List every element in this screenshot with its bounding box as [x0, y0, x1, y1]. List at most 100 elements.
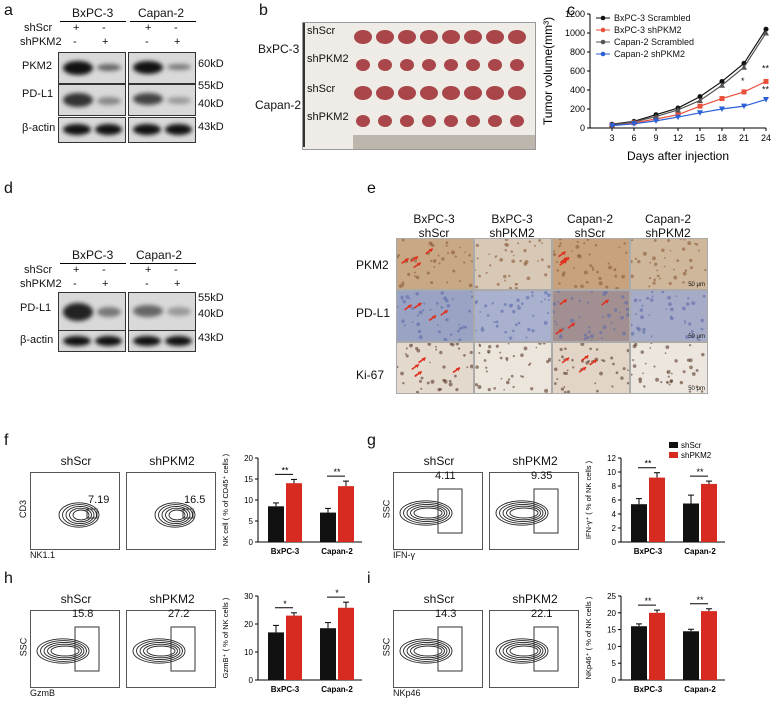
a-kd-55: 55kD [198, 80, 224, 92]
e-arrowhead [432, 315, 437, 319]
e-cell [415, 390, 420, 393]
bar-sig: * [335, 588, 339, 598]
e-ihc-texture [631, 291, 706, 341]
e-cell [664, 257, 666, 259]
e-cell [637, 259, 641, 264]
e-cell [665, 308, 668, 311]
e-ihc-texture [475, 343, 551, 393]
flow-x-axis-label: NKp46 [393, 688, 421, 698]
e-cell [679, 239, 682, 241]
bar-y-tick-label: 25 [607, 592, 616, 601]
c-y-tick-label: 400 [570, 85, 585, 95]
e-cell [695, 385, 699, 389]
c-point [609, 123, 615, 129]
e-cell [648, 285, 651, 288]
e-cell [445, 244, 448, 247]
e-cell [671, 372, 673, 375]
e-cell [622, 331, 626, 336]
e-ihc-image [552, 342, 630, 394]
e-cell [443, 337, 448, 341]
e-cell [451, 343, 455, 347]
e-cell [540, 300, 543, 303]
e-cell [667, 375, 670, 378]
e-cell [505, 243, 509, 247]
e-cell [487, 388, 491, 392]
e-cell [547, 357, 551, 362]
e-cell [695, 369, 699, 372]
a-sign: - [102, 22, 106, 34]
flow-plot [489, 610, 579, 688]
bar-category-label: BxPC-3 [271, 547, 300, 556]
e-cell [416, 348, 421, 353]
e-scale-bar: 50 μm [688, 386, 705, 392]
e-cell [596, 389, 599, 393]
e-cell [556, 261, 558, 264]
e-cell [416, 314, 420, 317]
panel-b-letter: b [259, 2, 268, 19]
e-cell [676, 259, 680, 262]
e-cell [611, 385, 614, 388]
flow-condition-label: shPKM2 [149, 454, 195, 468]
e-cell [626, 382, 629, 385]
c-x-label: Days after injection [627, 149, 729, 163]
bar-y-tick-label: 5 [612, 659, 617, 668]
flow-condition-label: shPKM2 [149, 592, 195, 606]
e-arrowhead [562, 260, 567, 264]
c-sig: * [741, 76, 745, 86]
e-cell [458, 323, 460, 326]
flow-contour-ring [36, 638, 90, 664]
e-cell [511, 309, 516, 314]
e-ihc-texture [553, 239, 628, 289]
e-cell [517, 304, 520, 307]
flow-condition-label: shPKM2 [512, 454, 558, 468]
a-sign: + [73, 22, 80, 34]
a-sign: + [174, 36, 181, 48]
bar-y-tick-label: 5 [249, 517, 254, 526]
bar-y-tick-label: 12 [607, 454, 616, 463]
e-cell [675, 295, 678, 298]
d-blot-pdl1-capan2 [128, 292, 196, 332]
e-cell [434, 345, 437, 348]
e-cell [445, 241, 449, 245]
d-blot-label-actin: β-actin [20, 334, 54, 346]
e-cell [651, 291, 654, 294]
a-sign: - [174, 22, 178, 34]
bar [683, 631, 699, 680]
e-cell [553, 367, 558, 372]
e-cell [448, 379, 452, 383]
e-cell [587, 330, 591, 334]
e-cell [411, 321, 414, 323]
c-point [763, 26, 769, 32]
e-cell [525, 295, 530, 300]
flow-gate-value: 7.19 [88, 494, 110, 506]
e-cell [566, 390, 571, 393]
e-cell [430, 379, 435, 384]
e-cell [646, 296, 650, 300]
e-cell [429, 308, 432, 311]
e-col-4: Capan-2 shPKM2 [644, 212, 692, 240]
flow-contour-ring [413, 507, 443, 519]
e-cell [559, 333, 562, 336]
e-cell [618, 246, 621, 249]
e-cell [509, 336, 513, 340]
e-ihc-texture [397, 291, 473, 341]
e-cell [477, 385, 482, 389]
flow-plot [30, 610, 120, 688]
panel-d-letter: d [4, 180, 13, 197]
flow-gate-value: 27.2 [168, 608, 190, 620]
e-ihc-texture [631, 343, 705, 393]
c-point [653, 113, 659, 120]
bar-y-tick-label: 10 [244, 648, 253, 657]
e-cell [615, 286, 619, 289]
bar-y-tick-label: 10 [607, 468, 616, 477]
e-cell [430, 259, 433, 263]
e-cell [673, 268, 675, 271]
e-cell [475, 269, 476, 272]
e-cell [558, 282, 561, 285]
c-point [653, 118, 659, 124]
e-cell [685, 302, 690, 306]
bar [701, 611, 717, 680]
e-cell [661, 248, 665, 252]
e-cell [640, 350, 644, 354]
flow-condition-label: shPKM2 [512, 592, 558, 606]
